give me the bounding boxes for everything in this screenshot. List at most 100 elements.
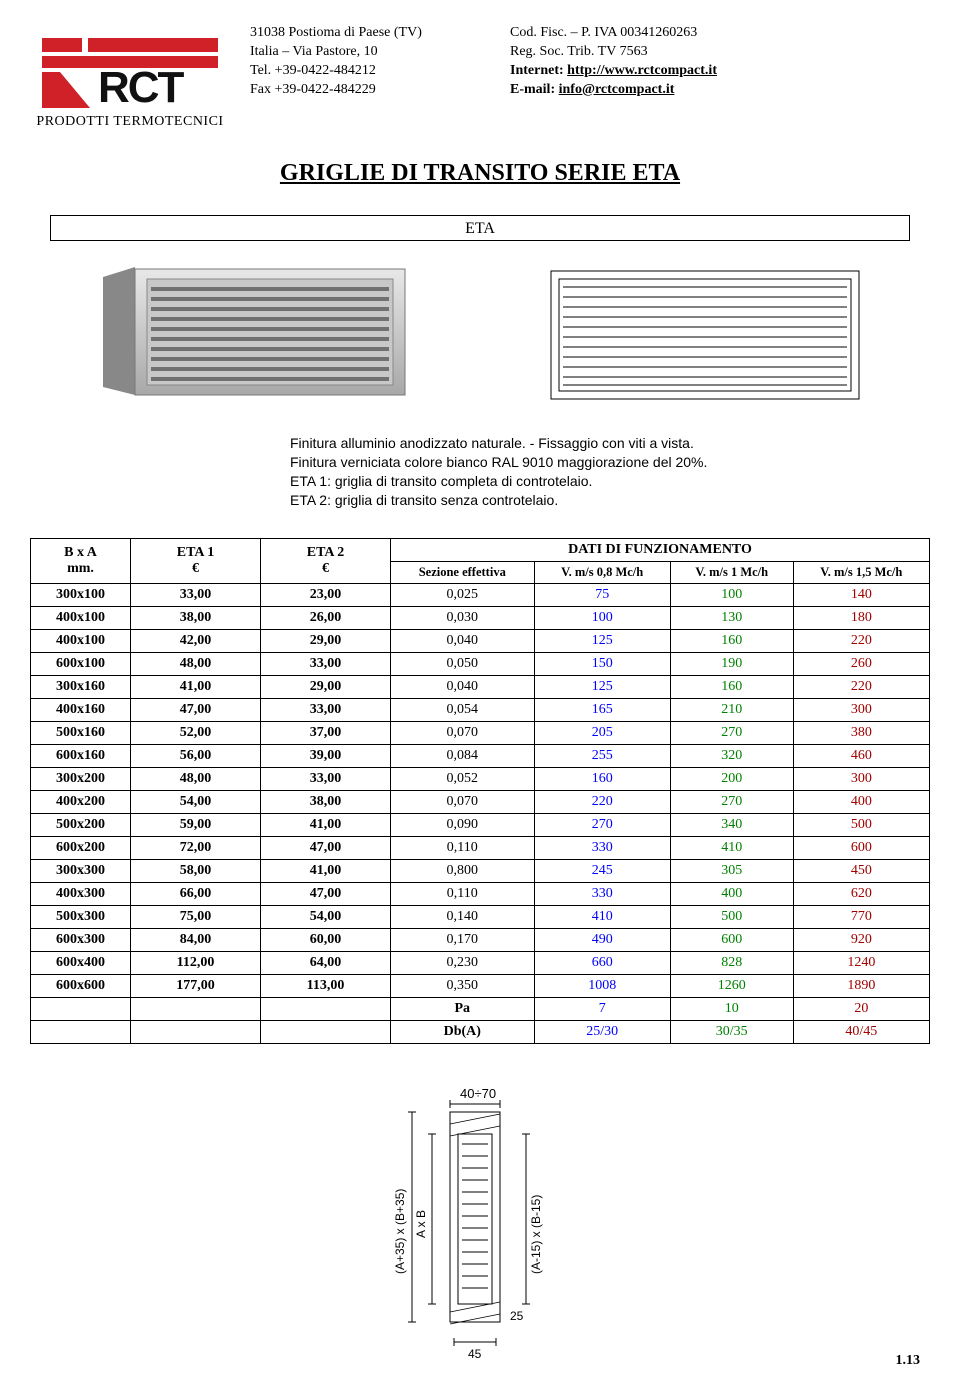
cell-eta1: 72,00: [131, 836, 261, 859]
cell-v10: 270: [670, 721, 793, 744]
cell-eta1: 58,00: [131, 859, 261, 882]
cell-empty: [261, 997, 391, 1020]
cell-v08: 160: [534, 767, 670, 790]
cell-dim: 600x400: [31, 951, 131, 974]
cell-dim: 600x600: [31, 974, 131, 997]
cell-v10: 30/35: [670, 1020, 793, 1043]
cell-v08: 245: [534, 859, 670, 882]
cell-v15: 600: [793, 836, 929, 859]
cell-dim: 400x300: [31, 882, 131, 905]
cell-v15: 300: [793, 698, 929, 721]
cell-v10: 100: [670, 583, 793, 606]
cell-dim: 600x100: [31, 652, 131, 675]
product-images-row: [30, 265, 930, 410]
dim-left-inner: A x B: [414, 1210, 428, 1238]
cell-eta2: 64,00: [261, 951, 391, 974]
cell-v08: 150: [534, 652, 670, 675]
table-row: 600x30084,0060,000,170490600920: [31, 928, 930, 951]
cell-dim: 400x200: [31, 790, 131, 813]
cell-eta2: 37,00: [261, 721, 391, 744]
cell-eta2: 39,00: [261, 744, 391, 767]
cell-sez: 0,054: [391, 698, 535, 721]
th-sez: Sezione effettiva: [391, 561, 535, 583]
cell-eta2: 47,00: [261, 836, 391, 859]
table-row: 500x30075,0054,000,140410500770: [31, 905, 930, 928]
table-footer-row: Pa71020: [31, 997, 930, 1020]
pricing-table: B x Amm. ETA 1€ ETA 2€ DATI DI FUNZIONAM…: [30, 538, 930, 1044]
cell-eta2: 29,00: [261, 675, 391, 698]
cell-dim: 300x100: [31, 583, 131, 606]
cell-eta1: 52,00: [131, 721, 261, 744]
cell-v15: 300: [793, 767, 929, 790]
cell-sez: 0,030: [391, 606, 535, 629]
cell-v08: 270: [534, 813, 670, 836]
cell-sez: 0,052: [391, 767, 535, 790]
cell-dim: 300x300: [31, 859, 131, 882]
email-url[interactable]: info@rctcompact.it: [559, 82, 675, 97]
cell-eta1: 112,00: [131, 951, 261, 974]
addr-line: Italia – Via Pastore, 10: [250, 43, 490, 62]
cell-sez: 0,110: [391, 836, 535, 859]
table-row: 400x16047,0033,000,054165210300: [31, 698, 930, 721]
table-row: 300x16041,0029,000,040125160220: [31, 675, 930, 698]
addr-line: Fax +39-0422-484229: [250, 81, 490, 100]
cell-eta1: 38,00: [131, 606, 261, 629]
cell-v08: 125: [534, 629, 670, 652]
cell-v10: 210: [670, 698, 793, 721]
cell-dim: 300x200: [31, 767, 131, 790]
table-row: 600x400112,0064,000,2306608281240: [31, 951, 930, 974]
legal-block: Cod. Fisc. – P. IVA 00341260263 Reg. Soc…: [510, 20, 930, 100]
cell-v10: 600: [670, 928, 793, 951]
cell-v08: 125: [534, 675, 670, 698]
th-v10: V. m/s 1 Mc/h: [670, 561, 793, 583]
desc-line: Finitura verniciata colore bianco RAL 90…: [290, 453, 890, 472]
cell-sez: 0,050: [391, 652, 535, 675]
cell-v15: 220: [793, 675, 929, 698]
cell-v15: 500: [793, 813, 929, 836]
cell-v15: 460: [793, 744, 929, 767]
cell-eta2: 33,00: [261, 767, 391, 790]
logo-icon: RCT: [40, 30, 220, 110]
cell-v10: 160: [670, 629, 793, 652]
table-row: 600x16056,0039,000,084255320460: [31, 744, 930, 767]
cell-eta2: 33,00: [261, 652, 391, 675]
email-line: E-mail: info@rctcompact.it: [510, 81, 930, 100]
cell-v10: 305: [670, 859, 793, 882]
cell-eta1: 59,00: [131, 813, 261, 836]
internet-url[interactable]: http://www.rctcompact.it: [567, 63, 717, 78]
table-row: 600x600177,00113,000,350100812601890: [31, 974, 930, 997]
cell-eta2: 23,00: [261, 583, 391, 606]
cell-v15: 450: [793, 859, 929, 882]
cell-eta2: 41,00: [261, 859, 391, 882]
cell-dim: 300x160: [31, 675, 131, 698]
cell-sez: 0,170: [391, 928, 535, 951]
addr-line: Tel. +39-0422-484212: [250, 62, 490, 81]
cell-v15: 40/45: [793, 1020, 929, 1043]
cell-footer-label: Db(A): [391, 1020, 535, 1043]
cell-eta1: 177,00: [131, 974, 261, 997]
cell-dim: 500x160: [31, 721, 131, 744]
cell-v10: 320: [670, 744, 793, 767]
th-v08: V. m/s 0,8 Mc/h: [534, 561, 670, 583]
table-header-row-1: B x Amm. ETA 1€ ETA 2€ DATI DI FUNZIONAM…: [31, 538, 930, 561]
th-eta1: ETA 1€: [131, 538, 261, 583]
cell-dim: 600x160: [31, 744, 131, 767]
product-description: Finitura alluminio anodizzato naturale. …: [290, 434, 890, 510]
cell-eta1: 48,00: [131, 652, 261, 675]
cell-v15: 770: [793, 905, 929, 928]
cell-sez: 0,084: [391, 744, 535, 767]
product-line-drawing: [545, 265, 865, 410]
cell-v08: 25/30: [534, 1020, 670, 1043]
address-block: 31038 Postioma di Paese (TV) Italia – Vi…: [250, 20, 490, 100]
page-title: GRIGLIE DI TRANSITO SERIE ETA: [30, 160, 930, 187]
th-eta2: ETA 2€: [261, 538, 391, 583]
cell-v08: 220: [534, 790, 670, 813]
cell-sez: 0,040: [391, 629, 535, 652]
table-row: 300x20048,0033,000,052160200300: [31, 767, 930, 790]
table-row: 400x20054,0038,000,070220270400: [31, 790, 930, 813]
cell-v15: 260: [793, 652, 929, 675]
svg-text:RCT: RCT: [98, 63, 185, 110]
dim-top: 40÷70: [460, 1086, 496, 1101]
cell-v10: 130: [670, 606, 793, 629]
cell-eta1: 48,00: [131, 767, 261, 790]
